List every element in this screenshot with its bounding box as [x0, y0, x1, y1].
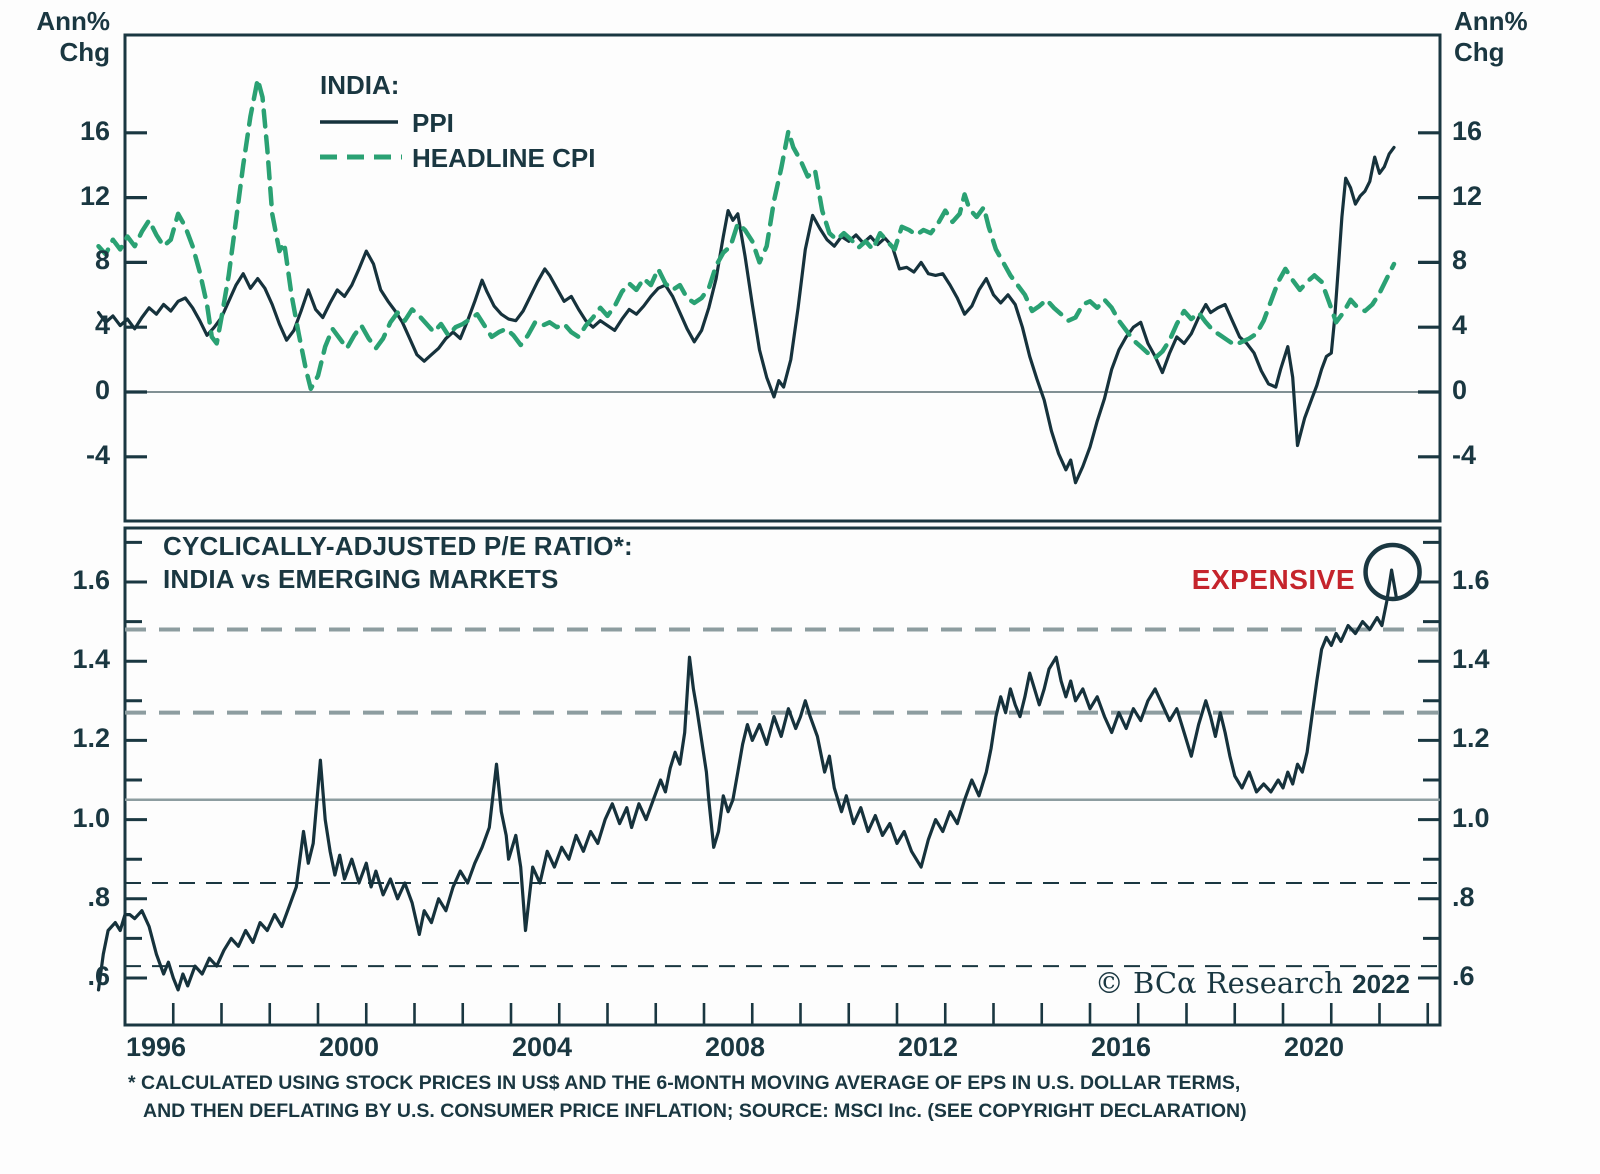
xtick-label-2008: 2008 [705, 1032, 766, 1062]
top-ytick-label-right: 16 [1452, 115, 1483, 146]
y-axis-unit-right-line1: Ann% [1454, 6, 1528, 36]
copyright: © BCα Research 2022 [1000, 966, 1410, 1000]
bottom-ytick-label-left: 1.4 [72, 644, 110, 675]
top-ytick-label-left: 12 [79, 180, 110, 211]
top-ytick-label-left: 8 [94, 245, 110, 276]
top-ytick-label-right: 4 [1452, 310, 1468, 341]
expensive-annotation: EXPENSIVE [1191, 564, 1355, 595]
bottom-ytick-label-right: .6 [1452, 961, 1475, 991]
y-axis-unit-right: Ann% Chg [1454, 6, 1544, 68]
top-ytick-label-right: -4 [1452, 439, 1477, 470]
y-axis-unit-left-line2: Chg [59, 37, 110, 67]
legend-label-ppi: PPI [412, 108, 454, 138]
xtick-label-2016: 2016 [1091, 1032, 1152, 1062]
bottom-ytick-label-right: 1.4 [1452, 644, 1490, 675]
bottom-ytick-label-right: 1.0 [1452, 802, 1490, 833]
expensive-circle-icon [1363, 542, 1422, 602]
top-ytick-label-left: 16 [79, 115, 110, 146]
bottom-ytick-label-right: 1.2 [1452, 723, 1490, 754]
y-axis-unit-left: Ann% Chg [28, 6, 110, 68]
copyright-mark: © BCα Research [1094, 966, 1343, 1000]
top-ytick-label-right: 8 [1452, 245, 1468, 276]
top-ytick-label-left: 0 [94, 375, 110, 405]
panel2-title: CYCLICALLY-ADJUSTED P/E RATIO*: INDIA vs… [163, 530, 633, 596]
top-ytick-label-left: 4 [94, 310, 110, 341]
bottom-panel-frame [123, 526, 1442, 1027]
bottom-ytick-label-left: .8 [87, 881, 110, 912]
series-headline-cpi [96, 77, 1397, 392]
top-panel-frame [123, 33, 1442, 523]
footnote-line2: AND THEN DEFLATING BY U.S. CONSUMER PRIC… [143, 1100, 1247, 1122]
panel2-title-line1: CYCLICALLY-ADJUSTED P/E RATIO*: [163, 531, 633, 561]
top-ytick-label-right: 12 [1452, 180, 1483, 211]
xtick-label-1996: 1996 [126, 1032, 187, 1062]
xtick-label-2012: 2012 [898, 1032, 959, 1062]
top-ytick-label-left: -4 [85, 439, 110, 470]
y-axis-unit-right-line2: Chg [1454, 37, 1505, 67]
xtick-label-2000: 2000 [319, 1032, 380, 1062]
y-axis-unit-left-line1: Ann% [36, 6, 110, 36]
series-ppi [96, 145, 1396, 485]
xtick-label-2004: 2004 [512, 1032, 573, 1062]
legend-label-headline-cpi: HEADLINE CPI [412, 143, 596, 173]
top-ytick-label-right: 0 [1452, 375, 1468, 405]
legend-title: INDIA: [320, 70, 400, 100]
copyright-year: 2022 [1352, 969, 1410, 999]
bottom-ytick-label-left: .6 [87, 961, 110, 991]
bottom-ytick-label-left: 1.2 [72, 723, 110, 754]
bottom-ytick-label-right: .8 [1452, 881, 1475, 912]
bottom-ytick-label-left: 1.6 [72, 565, 110, 595]
xtick-label-2020: 2020 [1284, 1032, 1345, 1062]
series-pe-ratio [96, 568, 1398, 992]
bottom-ytick-label-right: 1.6 [1452, 565, 1490, 595]
bottom-ytick-label-left: 1.0 [72, 802, 110, 833]
footnote-line1: * CALCULATED USING STOCK PRICES IN US$ A… [128, 1072, 1241, 1094]
panel2-title-line2: INDIA vs EMERGING MARKETS [163, 564, 559, 594]
